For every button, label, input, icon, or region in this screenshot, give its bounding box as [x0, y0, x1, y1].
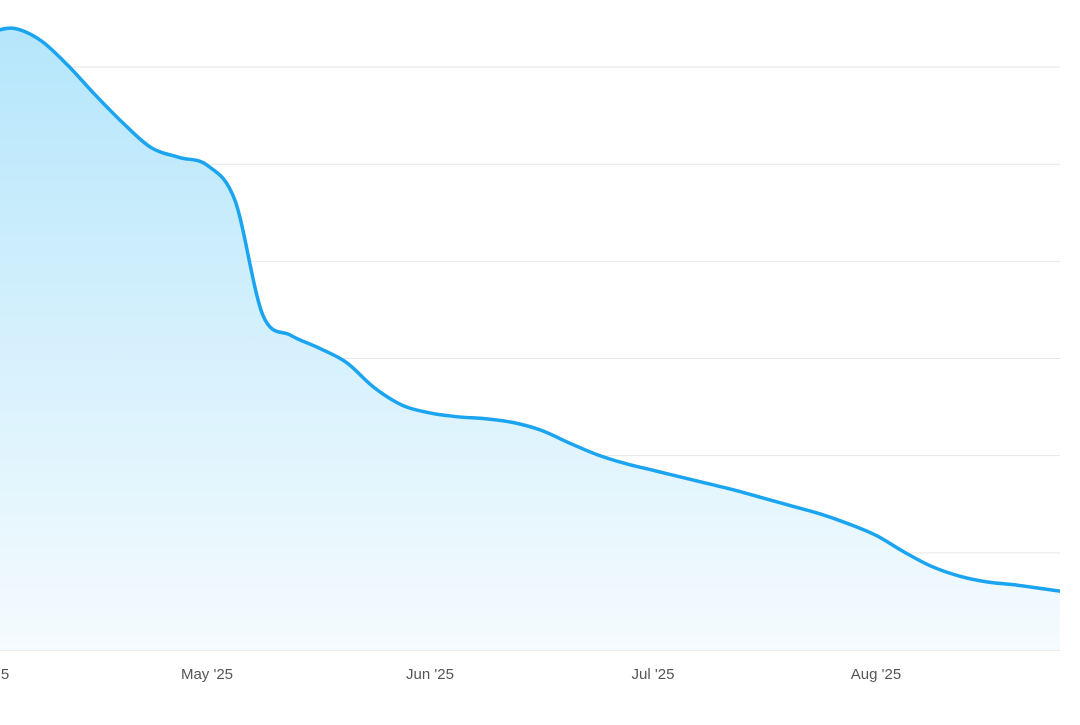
x-tick-label: Aug '25	[851, 666, 901, 683]
plot-area	[0, 26, 1060, 650]
area-line	[0, 26, 1060, 593]
x-tick-label: 5	[1, 666, 9, 683]
area-fill	[0, 28, 1060, 650]
x-tick-label: Jul '25	[632, 666, 675, 683]
x-tick-label: Jun '25	[406, 666, 454, 683]
x-tick-label: May '25	[181, 666, 233, 683]
